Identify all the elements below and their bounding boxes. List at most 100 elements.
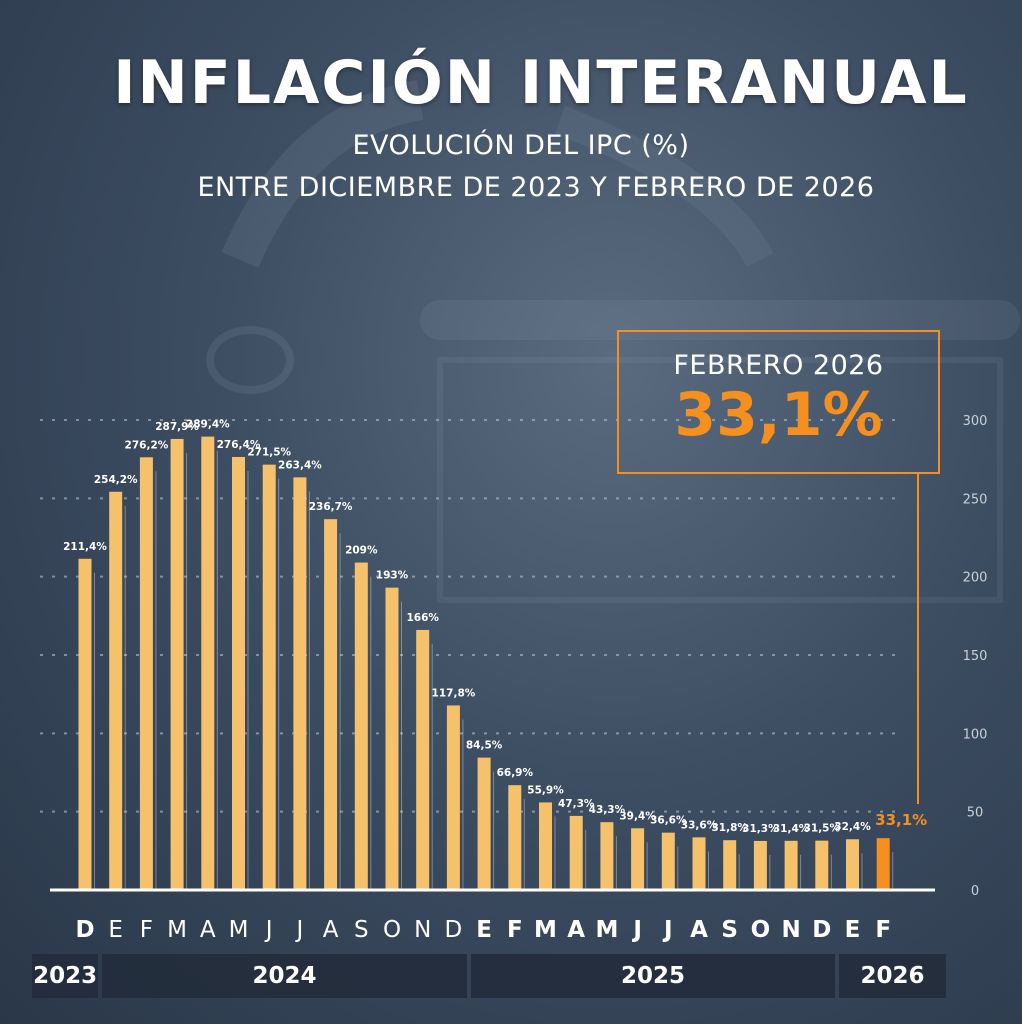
bar — [692, 837, 706, 890]
bar — [262, 464, 276, 890]
x-tick-label: F — [140, 917, 153, 943]
data-label: 287,9% — [155, 421, 199, 433]
data-label: 263,4% — [278, 459, 322, 471]
year-label: 2026 — [839, 954, 946, 998]
bar — [324, 519, 338, 890]
data-label: 33,6% — [681, 819, 718, 831]
bar — [201, 436, 215, 890]
bar — [139, 457, 153, 890]
year-label: 2024 — [102, 954, 467, 998]
bar — [815, 840, 829, 890]
x-tick-label: N — [781, 917, 800, 943]
callout-label: FEBRERO 2026 — [673, 350, 884, 381]
x-tick-label: S — [721, 917, 738, 943]
data-label: 36,6% — [650, 815, 687, 827]
bar — [293, 477, 307, 890]
y-tick-label: 250 — [963, 492, 988, 507]
x-tick-label: J — [295, 917, 304, 943]
data-label: 33,1% — [875, 811, 927, 829]
data-label: 47,3% — [558, 798, 595, 810]
x-tick-label: J — [631, 917, 642, 943]
bar — [600, 822, 614, 890]
x-tick-label: M — [167, 917, 187, 943]
chart-subtitle-range: ENTRE DICIEMBRE DE 2023 Y FEBRERO DE 202… — [197, 172, 875, 203]
x-tick-label: M — [595, 917, 618, 943]
bar — [170, 438, 184, 890]
bar — [109, 491, 123, 890]
x-tick-label: F — [875, 917, 891, 943]
data-label: 32,4% — [834, 821, 871, 833]
data-label: 271,5% — [247, 447, 291, 459]
bar — [753, 840, 767, 890]
bar-highlight — [876, 838, 890, 890]
callout-connector — [917, 474, 919, 804]
bar — [508, 785, 522, 890]
data-label: 166% — [406, 612, 439, 624]
data-label: 193% — [376, 570, 409, 582]
x-tick-label: S — [354, 917, 369, 943]
y-tick-label: 0 — [971, 884, 979, 899]
y-tick-label: 150 — [963, 649, 988, 664]
bar — [569, 815, 583, 890]
year-label: 2025 — [470, 954, 836, 998]
data-label: 31,8% — [711, 822, 748, 834]
bar — [846, 839, 859, 890]
x-tick-label: M — [534, 917, 557, 943]
x-tick-label: O — [751, 917, 771, 943]
x-tick-label: O — [383, 917, 401, 943]
data-label: 31,4% — [773, 823, 810, 835]
bar — [385, 587, 399, 890]
data-label: 84,5% — [466, 740, 503, 752]
x-tick-label: A — [200, 917, 216, 943]
bar — [446, 705, 460, 890]
bar — [784, 840, 798, 890]
data-label: 31,5% — [804, 823, 841, 835]
data-label: 43,3% — [589, 804, 626, 816]
bar — [661, 832, 675, 890]
chart-subtitle: EVOLUCIÓN DEL IPC (%) — [352, 130, 690, 161]
x-tick-label: J — [662, 917, 673, 943]
bar — [232, 456, 245, 890]
data-label: 39,4% — [619, 810, 656, 822]
x-tick-label: E — [476, 917, 492, 943]
x-tick-label: J — [264, 917, 273, 943]
x-tick-label: D — [812, 917, 831, 943]
y-tick-label: 300 — [963, 414, 988, 429]
data-label: 289,4% — [186, 419, 230, 431]
bar — [539, 802, 552, 890]
y-tick-label: 100 — [963, 727, 988, 742]
x-tick-label: E — [108, 917, 123, 943]
y-tick-label: 200 — [963, 571, 988, 586]
highlight-callout: FEBRERO 2026 33,1% — [617, 330, 940, 474]
x-tick-label: N — [414, 917, 431, 943]
bar — [631, 828, 645, 890]
x-tick-label: F — [507, 917, 523, 943]
x-tick-label: A — [323, 917, 339, 943]
year-band: 2023 2024 2025 2026 — [0, 954, 1022, 1000]
year-label: 2023 — [32, 954, 99, 998]
x-tick-label: E — [845, 917, 861, 943]
data-label: 66,9% — [497, 767, 534, 779]
data-label: 276,2% — [125, 439, 169, 451]
bar — [78, 558, 92, 890]
data-label: 55,9% — [527, 784, 564, 796]
x-tick-label: D — [445, 917, 463, 943]
bar — [354, 562, 368, 890]
chart-title: INFLACIÓN INTERANUAL — [113, 48, 969, 118]
bar — [477, 757, 491, 890]
data-label: 211,4% — [63, 541, 107, 553]
data-label: 31,3% — [742, 823, 779, 835]
bar — [416, 629, 430, 890]
bar — [723, 840, 737, 890]
x-tick-label: D — [75, 917, 94, 943]
data-label: 236,7% — [309, 501, 353, 513]
y-tick-label: 50 — [967, 806, 984, 821]
callout-value: 33,1% — [674, 380, 883, 450]
x-tick-label: A — [690, 917, 708, 943]
data-label: 254,2% — [94, 474, 138, 486]
data-label: 276,4% — [217, 439, 261, 451]
x-tick-label: A — [567, 917, 585, 943]
data-label: 209% — [345, 545, 378, 557]
data-label: 117,8% — [432, 687, 476, 699]
